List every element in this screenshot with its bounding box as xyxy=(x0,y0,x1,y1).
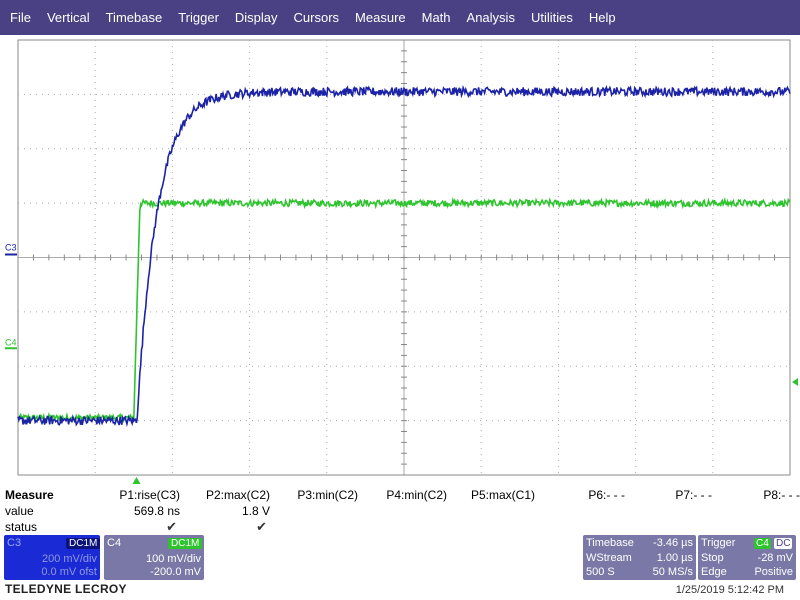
trigger-label: Trigger xyxy=(701,537,736,549)
c4-coupling-badge: DC1M xyxy=(168,538,203,549)
c3-offset: 0.0 mV ofst xyxy=(41,566,97,578)
param-name-p8[interactable]: P8:- - - xyxy=(763,488,800,502)
menu-item-measure[interactable]: Measure xyxy=(355,10,406,25)
c3-coupling-badge: DC1M xyxy=(66,538,101,549)
trigger-coupling-badge: DC xyxy=(774,538,793,549)
param-status-check-icon: ✔ xyxy=(166,519,177,534)
trigger-slope: Positive xyxy=(754,566,793,578)
menu-item-timebase[interactable]: Timebase xyxy=(105,10,163,25)
c4-vdiv: 100 mV/div xyxy=(145,553,201,565)
c4-offset: -200.0 mV xyxy=(150,566,201,578)
c4-waveform xyxy=(17,196,791,424)
menu-item-analysis[interactable]: Analysis xyxy=(466,10,515,25)
measure-status-label: status xyxy=(5,520,38,534)
measure-title: Measure xyxy=(5,488,54,502)
trigger-box[interactable]: Trigger C4 DC Stop -28 mV Edge Positive xyxy=(698,535,796,580)
param-name-p5[interactable]: P5:max(C1) xyxy=(470,488,535,502)
brand-logo: TELEDYNE LECROY xyxy=(5,582,127,596)
trigger-source-badge: C4 xyxy=(754,538,771,549)
c3-waveform xyxy=(17,84,791,428)
timebase-box[interactable]: Timebase -3.46 µs WStream 1.00 µs 500 S … xyxy=(583,535,696,580)
menu-item-trigger[interactable]: Trigger xyxy=(178,10,219,25)
timebase-label: Timebase xyxy=(586,537,634,549)
measure-table: Measure value status P1:rise(C3) 569.8 ns… xyxy=(0,486,800,536)
c4-box-label: C4 xyxy=(107,537,122,549)
measure-value-label: value xyxy=(5,504,34,518)
menu-item-help[interactable]: Help xyxy=(588,10,616,25)
footer-bar: TELEDYNE LECROY 1/25/2019 5:12:42 PM xyxy=(0,580,800,600)
menu-item-math[interactable]: Math xyxy=(421,10,451,25)
timebase-mode: WStream xyxy=(586,552,632,564)
param-value-p2: 1.8 V xyxy=(241,504,270,518)
c3-descriptor-box[interactable]: C3 DC1M 200 mV/div 0.0 mV ofst xyxy=(4,535,101,580)
param-name-p7[interactable]: P7:- - - xyxy=(675,488,712,502)
param-name-p6[interactable]: P6:- - - xyxy=(588,488,625,502)
timebase-rate: 50 MS/s xyxy=(652,566,693,578)
param-name-p1[interactable]: P1:rise(C3) xyxy=(119,488,180,502)
c3-box-label: C3 xyxy=(7,537,22,549)
menu-item-display[interactable]: Display xyxy=(234,10,278,25)
menu-item-utilities[interactable]: Utilities xyxy=(530,10,573,25)
trigger-type: Edge xyxy=(701,566,727,578)
c4-marker-label: C4 xyxy=(5,337,17,347)
param-name-p3[interactable]: P3:min(C2) xyxy=(297,488,358,502)
param-name-p4[interactable]: P4:min(C2) xyxy=(386,488,447,502)
c4-descriptor-box[interactable]: C4 DC1M 100 mV/div -200.0 mV xyxy=(104,535,204,580)
param-name-p2[interactable]: P2:max(C2) xyxy=(205,488,270,502)
trigger-level-marker-icon xyxy=(792,378,798,386)
timebase-tdiv: 1.00 µs xyxy=(656,552,693,564)
menu-item-vertical[interactable]: Vertical xyxy=(46,10,90,25)
menu-bar: File Vertical Timebase Trigger Display Cursor… xyxy=(0,0,800,35)
menu-item-file[interactable]: File xyxy=(10,10,31,25)
trigger-state: Stop xyxy=(701,552,724,564)
param-status-check-icon: ✔ xyxy=(256,519,267,534)
timestamp: 1/25/2019 5:12:42 PM xyxy=(675,584,784,596)
trigger-level: -28 mV xyxy=(757,552,793,564)
c3-vdiv: 200 mV/div xyxy=(41,553,97,565)
trigger-time-marker-icon xyxy=(132,477,141,484)
timebase-samples: 500 S xyxy=(586,566,615,578)
scope-display: C3 C4 xyxy=(5,39,798,484)
param-value-p1: 569.8 ns xyxy=(133,504,180,518)
menu-item-cursors[interactable]: Cursors xyxy=(293,10,340,25)
timebase-delay: -3.46 µs xyxy=(653,537,693,549)
c3-marker-label: C3 xyxy=(5,243,17,253)
